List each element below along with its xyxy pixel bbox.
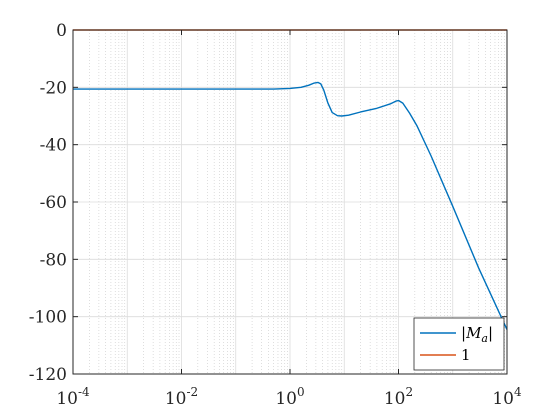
x-tick-label: 104 (492, 385, 522, 409)
x-tick-labels: 10-4 10-2 100 102 104 (56, 385, 522, 409)
legend: |Ma|1 (413, 317, 505, 371)
legend-label: |Ma| (461, 324, 493, 345)
tick-marks (72, 29, 508, 375)
legend-label: 1 (461, 346, 471, 364)
y-tick-labels: 0 -20 -40 -60 -80 -100 -120 (29, 21, 67, 385)
y-tick-label: -40 (40, 136, 67, 156)
x-tick-label: 10-4 (56, 385, 90, 409)
x-tick-label: 100 (275, 385, 304, 409)
series-line (73, 81, 508, 330)
y-tick-label: -100 (29, 308, 67, 328)
y-tick-label: -80 (40, 250, 67, 270)
y-tick-label: -20 (40, 78, 67, 98)
x-tick-label: 102 (384, 385, 413, 409)
legend-box (413, 317, 505, 371)
y-tick-label: 0 (56, 21, 67, 41)
x-tick-label: 10-2 (165, 385, 198, 409)
y-tick-label: -60 (40, 193, 67, 213)
y-tick-label: -120 (29, 365, 67, 385)
